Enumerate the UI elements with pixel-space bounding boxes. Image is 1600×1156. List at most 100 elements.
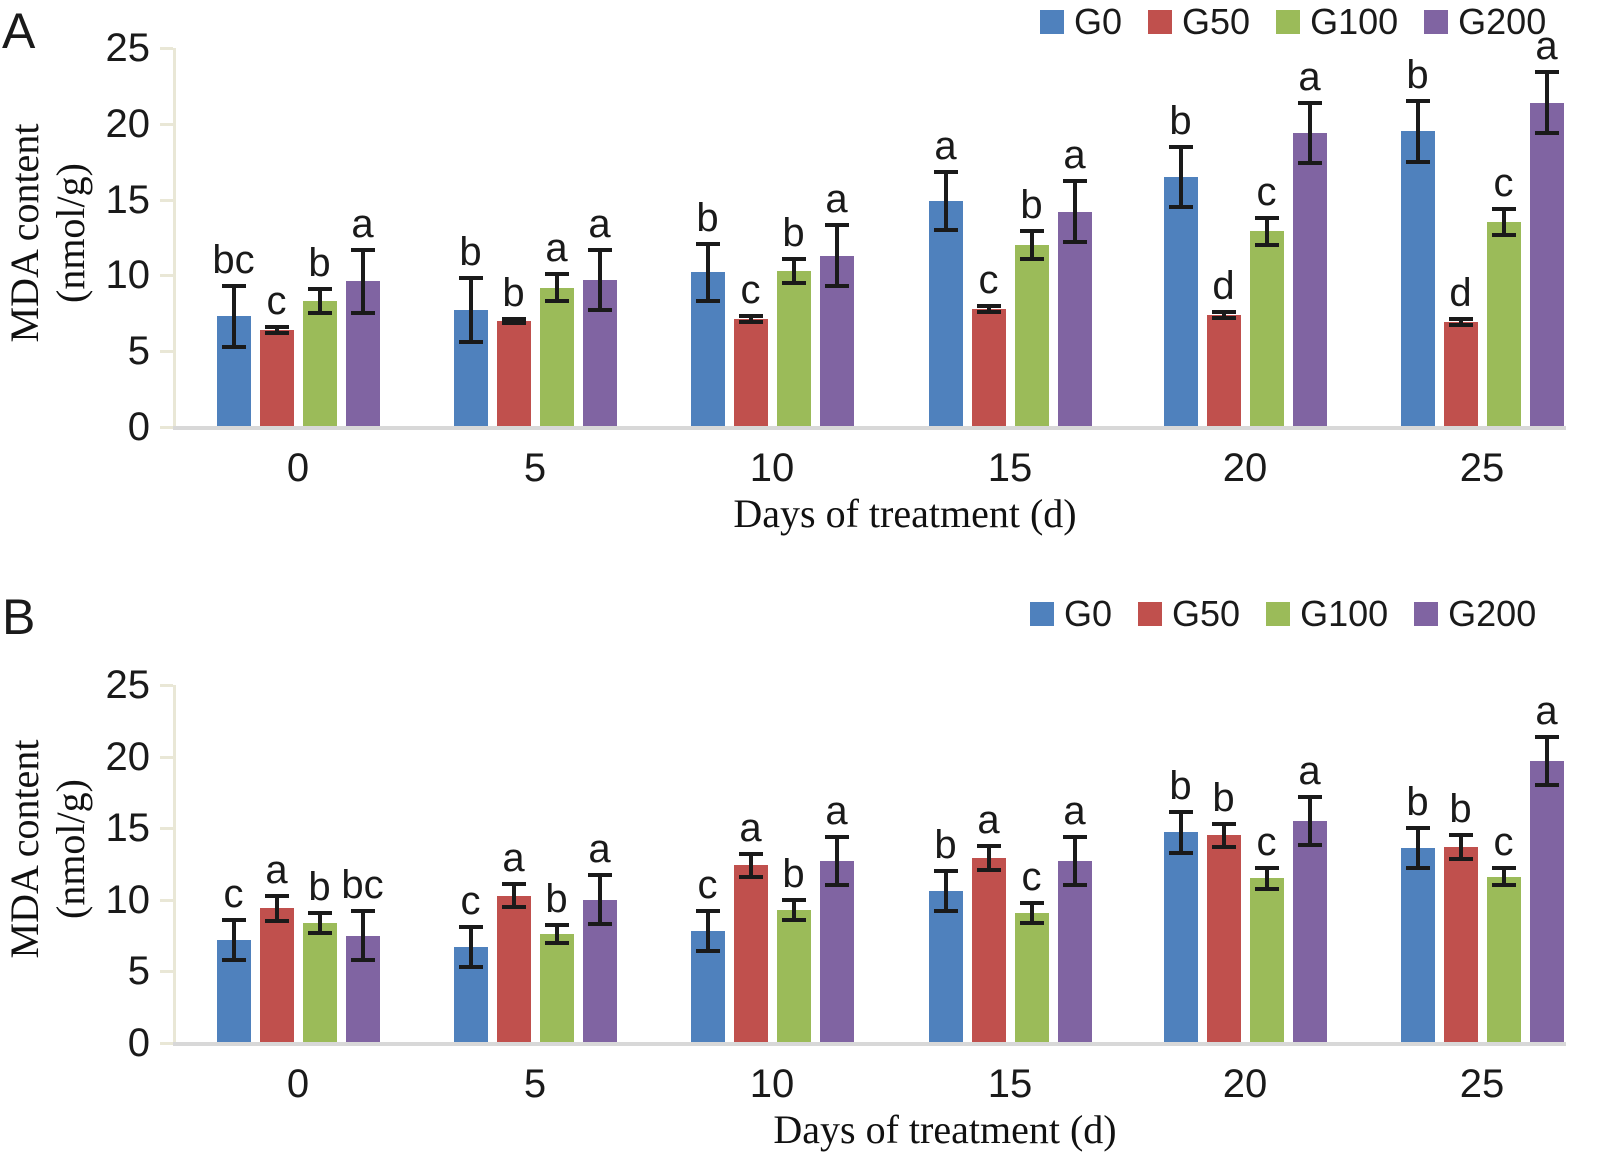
significance-letter: a [934, 124, 957, 169]
significance-letter: a [977, 798, 1000, 843]
error-bar [1072, 836, 1077, 886]
error-bar-cap-bottom [738, 874, 763, 879]
x-axis-title: Days of treatment (d) [733, 491, 1077, 536]
error-bar [1415, 101, 1420, 162]
error-bar-cap-bottom [695, 299, 720, 304]
error-bar [468, 278, 473, 343]
significance-letter: c [1493, 820, 1514, 865]
legend-item-g100: G100 [1266, 596, 1388, 632]
bar-g200-day10 [819, 861, 854, 1043]
significance-letter: b [782, 851, 805, 896]
bar-g100-day25 [1486, 876, 1521, 1043]
legend-label: G0 [1074, 1, 1123, 42]
error-bar [1221, 823, 1226, 847]
panel-label-a: A [2, 3, 36, 59]
y-tick-mark [160, 684, 173, 687]
bar-g0-day20 [1163, 176, 1198, 427]
error-bar-cap-bottom [1448, 856, 1473, 861]
bar-g50-day15 [971, 858, 1006, 1043]
significance-letter: b [1212, 775, 1235, 820]
error-bar [986, 846, 991, 871]
bar-g200-day25 [1529, 760, 1564, 1043]
error-bar-cap-bottom [1211, 844, 1236, 849]
error-bar-cap-top [738, 851, 763, 856]
error-bar [748, 853, 753, 877]
x-tick-label: 0 [286, 1062, 310, 1106]
significance-letter: c [266, 278, 287, 323]
significance-letter: bc [212, 238, 255, 282]
y-tick-mark [160, 350, 173, 354]
error-bar-cap-top [1168, 810, 1193, 815]
error-bar [231, 919, 236, 960]
error-bar-cap-bottom [1168, 850, 1193, 855]
y-axis-line [173, 685, 176, 1043]
error-bar-cap-top [501, 882, 526, 887]
legend-swatch-g0 [1040, 10, 1064, 34]
y-tick-label: 15 [105, 806, 151, 851]
significance-letter: b [782, 210, 805, 255]
significance-letter: b [1406, 780, 1429, 825]
error-bar-cap-bottom [1534, 783, 1559, 788]
significance-letter: a [825, 177, 848, 222]
legend: G0 G50 G100 G200 [1040, 4, 1546, 40]
bar-g50-day5 [496, 320, 531, 427]
error-bar-cap-top [501, 316, 526, 321]
bar-g50-day20 [1206, 314, 1241, 427]
legend-label: G200 [1448, 593, 1537, 634]
bar-g100-day5 [539, 287, 574, 427]
significance-letter: c [1256, 819, 1277, 864]
error-bar-cap-top [350, 247, 375, 252]
error-bar [748, 316, 753, 323]
error-bar-cap-top [1297, 100, 1322, 105]
significance-letter: a [351, 201, 374, 246]
legend-item-g100: G100 [1276, 4, 1398, 40]
error-bar-cap-top [1019, 900, 1044, 905]
error-bar-cap-top [1019, 229, 1044, 234]
legend-label: G200 [1458, 1, 1547, 42]
error-bar-cap-bottom [1297, 843, 1322, 848]
legend-label: G50 [1172, 593, 1241, 634]
error-bar [360, 249, 365, 314]
legend-label: G100 [1300, 593, 1389, 634]
error-bar [1221, 311, 1226, 318]
significance-letter: b [1169, 98, 1192, 143]
error-bar [1415, 828, 1420, 869]
x-tick-label: 20 [1222, 446, 1268, 490]
error-bar-cap-bottom [1211, 315, 1236, 320]
x-tick-label: 10 [749, 446, 795, 490]
significance-letter: c [1021, 854, 1042, 899]
error-bar-cap-top [1491, 207, 1516, 212]
y-axis-title-line1: MDA content [2, 739, 47, 959]
bar-g50-day10 [733, 319, 768, 427]
bar-g50-day0 [259, 908, 294, 1043]
legend-item-g50: G50 [1138, 596, 1240, 632]
error-bar-cap-top [458, 925, 483, 929]
error-bar [1501, 209, 1506, 236]
significance-letter: b [696, 195, 719, 240]
error-bar [1458, 834, 1463, 859]
error-bar-cap-bottom [781, 917, 806, 922]
significance-letter: a [1298, 748, 1321, 793]
x-tick-label: 5 [523, 446, 547, 490]
error-bar-cap-bottom [307, 311, 332, 316]
significance-letter: a [588, 201, 611, 246]
error-bar [834, 225, 839, 286]
bar-g50-day0 [259, 329, 294, 427]
x-tick-label: 5 [523, 1062, 547, 1106]
error-bar [468, 927, 473, 968]
y-axis-line [173, 48, 176, 427]
bar-g0-day25 [1400, 131, 1435, 427]
panel-label-b: B [2, 589, 36, 645]
error-bar-cap-bottom [1534, 130, 1559, 135]
error-bar-cap-bottom [1019, 256, 1044, 261]
significance-letter: d [1449, 271, 1472, 316]
bar-g0-day25 [1400, 848, 1435, 1043]
significance-letter: c [223, 871, 244, 916]
significance-letter: c [978, 257, 999, 302]
significance-letter: a [1298, 54, 1321, 99]
error-bar-cap-top [781, 256, 806, 261]
significance-letter: c [1256, 169, 1277, 214]
legend-item-g50: G50 [1148, 4, 1250, 40]
y-tick-label: 15 [105, 177, 151, 222]
